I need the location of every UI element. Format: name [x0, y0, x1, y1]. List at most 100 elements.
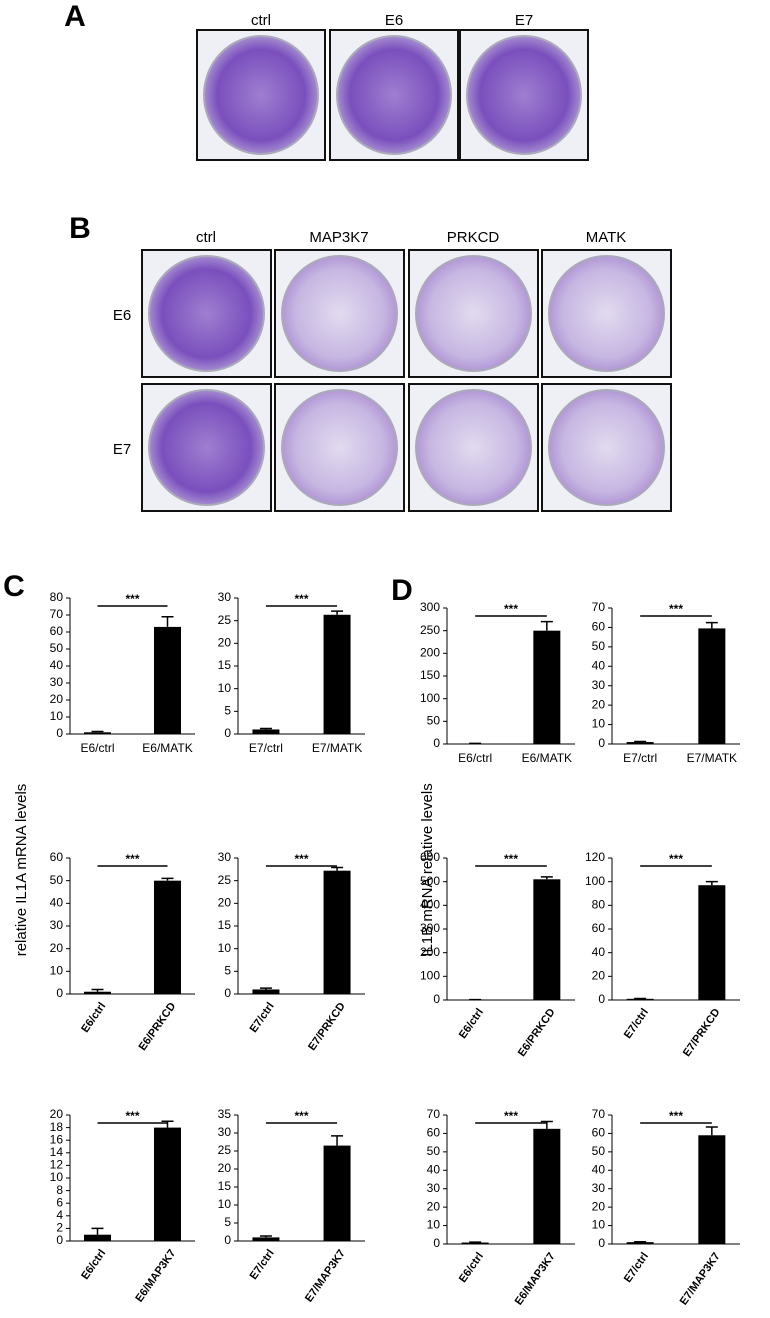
column-label: MATK [586, 229, 627, 246]
x-tick-label: E6/MATK [522, 751, 572, 765]
error-bar [161, 877, 174, 881]
y-tick-label: 20 [592, 969, 606, 983]
error-bar [705, 621, 718, 629]
y-tick-label: 120 [585, 850, 605, 864]
x-tick-label: E6/MAP3K7 [133, 1248, 178, 1305]
y-tick-label: 50 [50, 641, 64, 655]
error-bar [540, 620, 553, 631]
bar [626, 742, 654, 744]
x-tick-label: E6/ctrl [457, 1251, 486, 1285]
x-tick-label: E7/MAP3K7 [678, 1251, 723, 1308]
y-tick-label: 10 [427, 1218, 441, 1232]
significance-label: *** [669, 1109, 683, 1123]
y-tick-label: 20 [218, 636, 232, 650]
y-tick-label: 20 [50, 692, 64, 706]
y-tick-label: 40 [427, 1162, 441, 1176]
y-tick-label: 70 [592, 1107, 606, 1121]
y-tick-label: 150 [420, 668, 440, 682]
y-tick-label: 10 [218, 1197, 232, 1211]
plate-well [203, 35, 319, 155]
y-tick-label: 0 [224, 726, 231, 740]
y-tick-label: 0 [598, 1236, 605, 1250]
bar [533, 879, 561, 1000]
y-tick-label: 0 [433, 1236, 440, 1250]
significance-label: *** [504, 852, 518, 866]
panel-label: B [69, 212, 91, 245]
y-tick-label: 60 [50, 624, 64, 638]
x-tick-label: E7/ctrl [248, 1248, 277, 1282]
bar [698, 1135, 726, 1244]
y-tick-label: 12 [50, 1158, 64, 1172]
column-label: E7 [515, 12, 533, 29]
y-tick-label: 200 [420, 945, 440, 959]
y-tick-label: 10 [592, 717, 606, 731]
bar [698, 628, 726, 744]
y-tick-label: 60 [592, 921, 606, 935]
bar [154, 880, 181, 994]
y-tick-label: 70 [592, 600, 606, 614]
significance-label: *** [125, 1109, 139, 1123]
y-tick-label: 30 [50, 675, 64, 689]
y-tick-label: 0 [56, 726, 63, 740]
y-tick-label: 100 [420, 691, 440, 705]
bar [154, 1127, 181, 1241]
significance-label: *** [504, 602, 518, 616]
x-tick-label: E7/ctrl [249, 741, 283, 755]
bar [626, 998, 654, 1000]
y-tick-label: 80 [592, 898, 606, 912]
y-tick-label: 70 [427, 1107, 441, 1121]
y-tick-label: 30 [592, 678, 606, 692]
error-bar [540, 876, 553, 880]
y-tick-label: 50 [592, 1144, 606, 1158]
y-tick-label: 60 [50, 850, 64, 864]
x-tick-label: E6/ctrl [458, 751, 492, 765]
column-label: ctrl [196, 229, 216, 246]
y-tick-label: 40 [592, 945, 606, 959]
y-tick-label: 20 [218, 896, 232, 910]
y-tick-label: 5 [224, 1215, 231, 1229]
y-tick-label: 30 [218, 850, 232, 864]
y-tick-label: 500 [420, 874, 440, 888]
y-tick-label: 10 [218, 681, 232, 695]
y-tick-label: 200 [420, 646, 440, 660]
plate-well [281, 389, 398, 506]
x-tick-label: E7/PRKCD [306, 1000, 348, 1052]
panel-label: C [3, 570, 25, 603]
significance-label: *** [294, 592, 308, 606]
column-label: MAP3K7 [309, 229, 368, 246]
x-tick-label: E6/ctrl [80, 741, 114, 755]
x-tick-label: E6/PRKCD [137, 1000, 179, 1052]
y-tick-label: 20 [427, 1199, 441, 1213]
y-axis-label: relative IL1A mRNA levels [13, 784, 30, 957]
x-tick-label: E6/ctrl [79, 1248, 108, 1282]
y-tick-label: 40 [50, 896, 64, 910]
y-tick-label: 35 [218, 1107, 232, 1121]
y-tick-label: 0 [433, 992, 440, 1006]
y-tick-label: 25 [218, 1143, 232, 1157]
y-tick-label: 10 [592, 1218, 606, 1232]
significance-label: *** [669, 852, 683, 866]
significance-label: *** [125, 852, 139, 866]
x-tick-label: E7/MAP3K7 [303, 1248, 348, 1305]
y-tick-label: 40 [592, 658, 606, 672]
x-tick-label: E7/MATK [687, 751, 737, 765]
y-tick-label: 5 [224, 964, 231, 978]
y-tick-label: 20 [592, 1199, 606, 1213]
plate-well [548, 389, 665, 506]
bar [252, 1237, 280, 1241]
error-bar [161, 1120, 174, 1128]
plate-well [415, 389, 532, 506]
significance-label: *** [294, 1109, 308, 1123]
plate-well [548, 255, 665, 372]
bar [626, 1242, 654, 1244]
error-bar [161, 615, 174, 627]
y-tick-label: 0 [598, 736, 605, 750]
error-bar [331, 866, 344, 871]
y-tick-label: 20 [218, 1161, 232, 1175]
x-tick-label: E6/ctrl [79, 1001, 108, 1035]
y-tick-label: 80 [50, 590, 64, 604]
significance-label: *** [294, 852, 308, 866]
x-tick-label: E6/PRKCD [516, 1006, 558, 1058]
y-tick-label: 5 [224, 704, 231, 718]
error-bar [91, 730, 104, 733]
